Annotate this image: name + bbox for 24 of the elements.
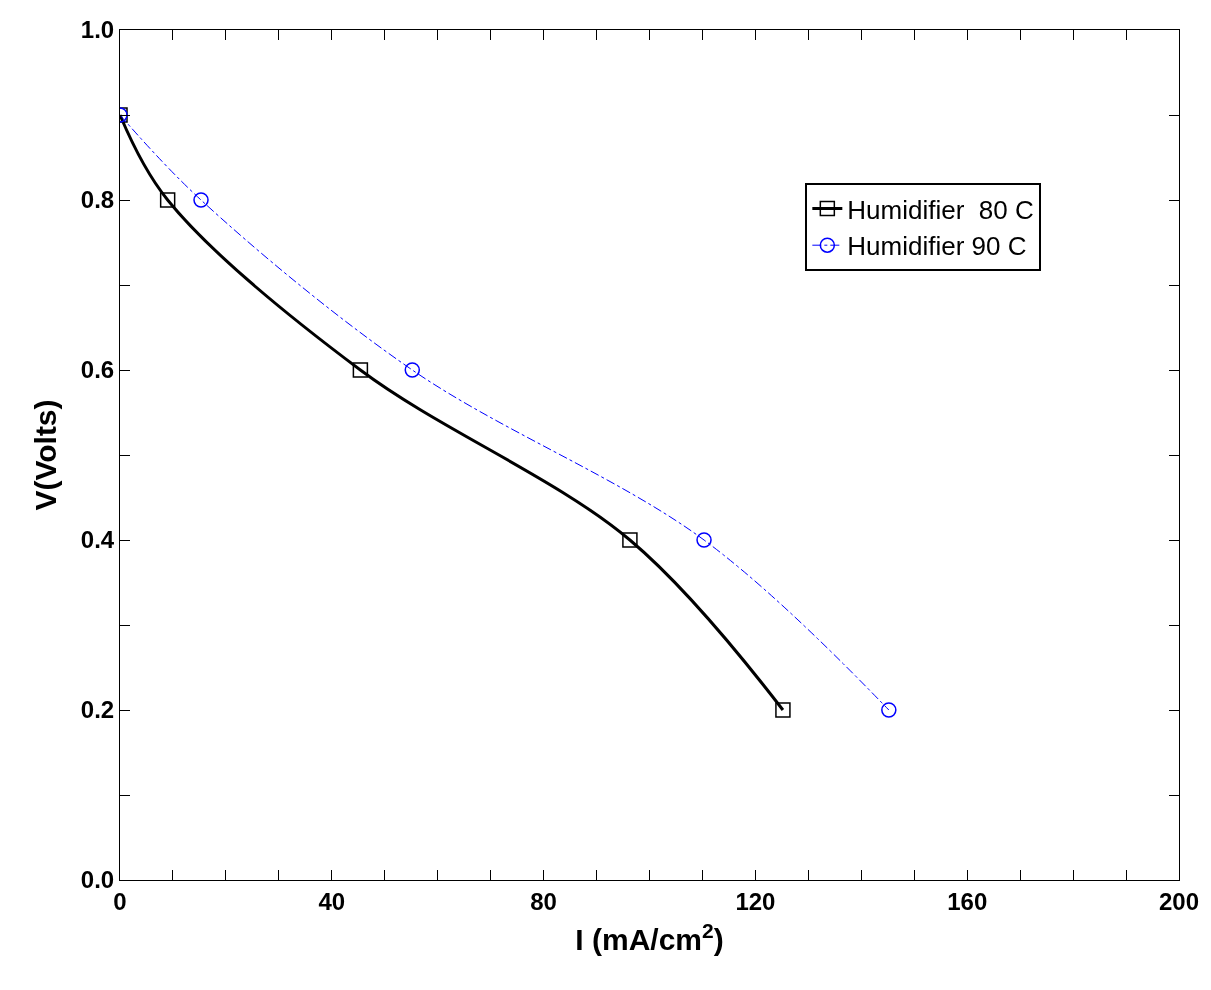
point: [775, 702, 791, 718]
y-tick-label: 0.2: [80, 696, 115, 724]
y-tick-label: 0.6: [80, 356, 115, 384]
x-tick-label: 80: [530, 887, 557, 915]
point: [193, 192, 209, 208]
x-tick-label: 40: [318, 887, 346, 915]
y-axis-title: V(Volts): [28, 399, 62, 511]
legend-label: Humidifier 80 C: [847, 194, 1034, 225]
y-tick-label: 0.8: [80, 186, 115, 214]
point: [352, 362, 369, 378]
y-tick-label: 0.4: [80, 526, 115, 554]
point: [159, 192, 176, 208]
x-tick-label: 160: [947, 887, 988, 915]
point: [881, 702, 897, 718]
x-axis-title: I (mA/cm$^{2}$): [575, 918, 724, 957]
point: [404, 362, 421, 378]
x-tick-label: 120: [735, 887, 776, 915]
point: [622, 532, 638, 548]
x-tick-label: 200: [1158, 887, 1200, 915]
legend-label: Humidifier 90 C: [847, 231, 1027, 262]
x-tick-label: 0: [113, 887, 127, 915]
y-tick-label: 1.0: [80, 16, 115, 44]
y-tick-label: 0.0: [80, 866, 115, 894]
point: [696, 532, 712, 548]
